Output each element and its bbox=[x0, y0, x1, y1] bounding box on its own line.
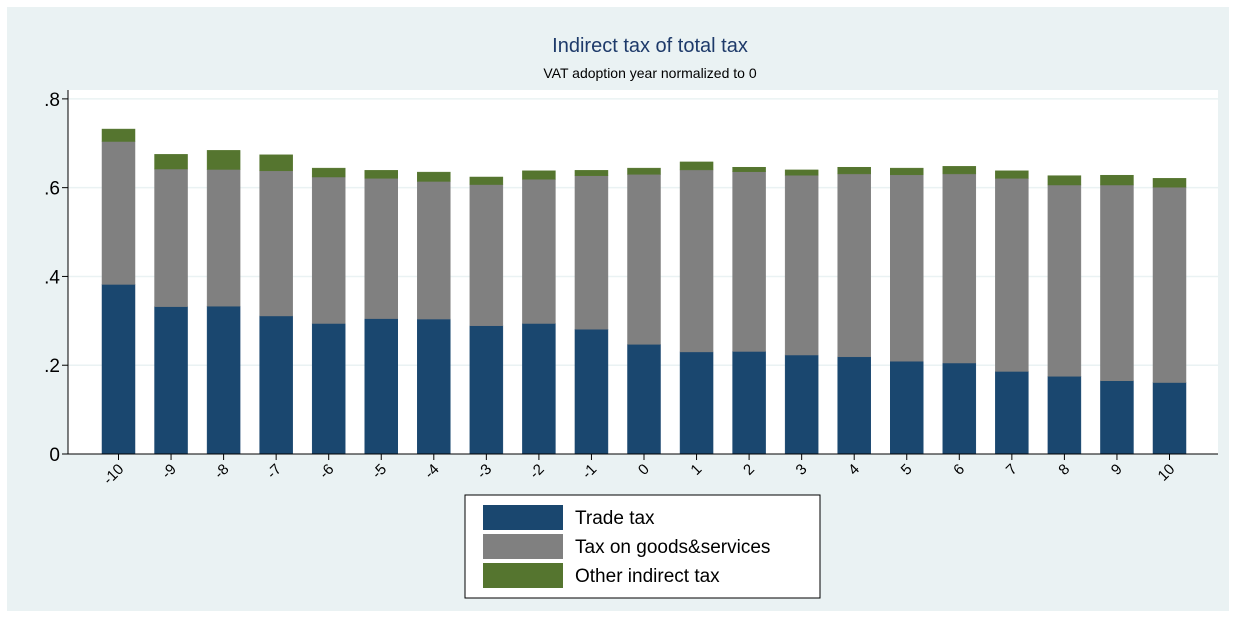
bar-segment-trade-tax bbox=[154, 306, 188, 455]
bar-segment-goods-services-tax bbox=[417, 181, 451, 320]
chart-subtitle: VAT adoption year normalized to 0 bbox=[543, 65, 756, 81]
bar-segment-other-indirect-tax bbox=[942, 166, 977, 175]
bar-segment-trade-tax bbox=[1152, 382, 1187, 455]
bar-segment-trade-tax bbox=[206, 305, 241, 455]
bar-segment-trade-tax bbox=[311, 323, 346, 455]
bar-segment-goods-services-tax bbox=[679, 169, 714, 353]
bar-segment-trade-tax bbox=[627, 344, 661, 455]
bar-segment-other-indirect-tax bbox=[1152, 178, 1187, 188]
bar-segment-other-indirect-tax bbox=[259, 154, 293, 172]
chart-title: Indirect tax of total tax bbox=[552, 35, 748, 57]
y-tick-label: 0 bbox=[49, 445, 60, 466]
bar-segment-trade-tax bbox=[101, 284, 136, 455]
bar-segment-goods-services-tax bbox=[364, 178, 398, 319]
y-tick-label: .8 bbox=[44, 90, 60, 111]
bar-segment-other-indirect-tax bbox=[469, 176, 504, 185]
bar-segment-goods-services-tax bbox=[154, 168, 188, 307]
bar-segment-goods-services-tax bbox=[311, 176, 346, 324]
bar-segment-goods-services-tax bbox=[1152, 186, 1187, 383]
bar-segment-goods-services-tax bbox=[627, 174, 661, 345]
bar-segment-trade-tax bbox=[259, 315, 293, 455]
bar-segment-trade-tax bbox=[364, 318, 398, 455]
y-tick-label: .4 bbox=[44, 267, 60, 288]
bar-segment-trade-tax bbox=[679, 351, 714, 455]
bar-segment-other-indirect-tax bbox=[311, 167, 346, 178]
legend-swatch bbox=[483, 505, 563, 530]
bar-segment-goods-services-tax bbox=[1100, 184, 1134, 382]
legend: Trade tax Tax on goods&services Other indi… bbox=[464, 494, 821, 599]
bar-segment-goods-services-tax bbox=[890, 174, 924, 362]
bar-segment-goods-services-tax bbox=[522, 178, 556, 324]
legend-label: Other indirect tax bbox=[575, 566, 720, 587]
bar-segment-trade-tax bbox=[784, 354, 819, 455]
bar-segment-goods-services-tax bbox=[469, 184, 504, 326]
bar-segment-trade-tax bbox=[574, 329, 609, 455]
bar-segment-other-indirect-tax bbox=[522, 170, 556, 180]
bar-segment-goods-services-tax bbox=[732, 171, 766, 352]
bar-segment-other-indirect-tax bbox=[837, 166, 871, 175]
legend-swatch bbox=[483, 534, 563, 559]
bar-segment-trade-tax bbox=[1100, 380, 1134, 455]
bar-segment-other-indirect-tax bbox=[732, 166, 766, 172]
legend-label: Tax on goods&services bbox=[575, 537, 770, 558]
y-tick-label: .6 bbox=[44, 179, 60, 200]
bar-segment-trade-tax bbox=[995, 371, 1029, 455]
bar-segment-trade-tax bbox=[1047, 376, 1082, 455]
bar-segment-other-indirect-tax bbox=[1047, 175, 1082, 186]
bar-segment-goods-services-tax bbox=[206, 169, 241, 307]
bar-segment-other-indirect-tax bbox=[574, 170, 609, 176]
bar-segment-trade-tax bbox=[837, 356, 871, 455]
bar-segment-goods-services-tax bbox=[942, 173, 977, 364]
bar-segment-other-indirect-tax bbox=[890, 167, 924, 176]
bars bbox=[101, 128, 1187, 455]
bar-segment-goods-services-tax bbox=[259, 170, 293, 317]
bar-segment-other-indirect-tax bbox=[101, 128, 136, 142]
bar-segment-other-indirect-tax bbox=[784, 169, 819, 176]
bar-segment-other-indirect-tax bbox=[206, 150, 241, 170]
bar-segment-trade-tax bbox=[942, 362, 977, 455]
bar-segment-trade-tax bbox=[890, 360, 924, 455]
bar-segment-other-indirect-tax bbox=[627, 167, 661, 175]
bar-segment-trade-tax bbox=[469, 325, 504, 455]
bar-segment-trade-tax bbox=[522, 323, 556, 455]
bar-segment-trade-tax bbox=[417, 318, 451, 455]
bar-segment-goods-services-tax bbox=[1047, 184, 1082, 377]
bar-segment-goods-services-tax bbox=[101, 141, 136, 285]
bar-segment-trade-tax bbox=[732, 351, 766, 455]
bar-segment-other-indirect-tax bbox=[417, 171, 451, 182]
y-tick-label: .2 bbox=[44, 356, 60, 377]
bar-segment-goods-services-tax bbox=[995, 178, 1029, 372]
bar-segment-other-indirect-tax bbox=[364, 170, 398, 179]
bar-segment-goods-services-tax bbox=[784, 174, 819, 356]
legend-label: Trade tax bbox=[575, 508, 655, 529]
bar-segment-other-indirect-tax bbox=[995, 170, 1029, 179]
bar-segment-goods-services-tax bbox=[837, 173, 871, 358]
bar-segment-other-indirect-tax bbox=[1100, 174, 1134, 186]
bar-segment-other-indirect-tax bbox=[154, 154, 188, 170]
bar-segment-goods-services-tax bbox=[574, 175, 609, 330]
legend-swatch bbox=[483, 563, 563, 588]
bar-segment-other-indirect-tax bbox=[679, 161, 714, 171]
